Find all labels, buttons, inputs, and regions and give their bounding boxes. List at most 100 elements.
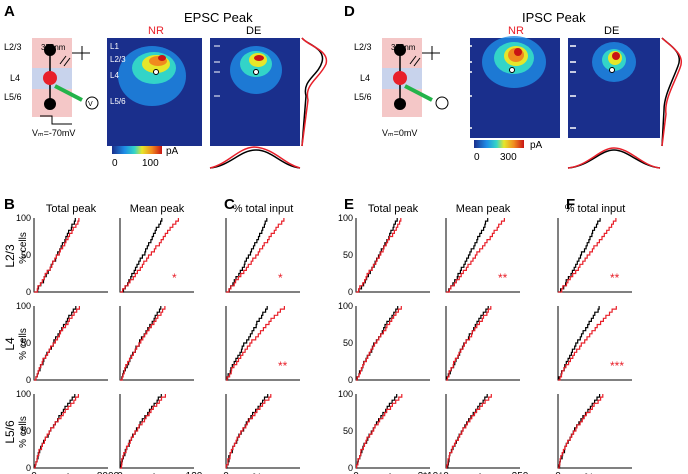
cdf-curve-nr: [34, 306, 80, 381]
row-labels: L2/3 L4 L5/6: [3, 244, 17, 444]
epsc-colorbar: [112, 146, 162, 154]
cdf-header: Mean peak: [456, 203, 511, 215]
cdf-curve-nr: [356, 218, 402, 293]
cdf-curve-de: [356, 394, 398, 469]
x-tick-zero: 0: [117, 471, 123, 474]
significance-stars: **: [278, 359, 288, 373]
schematic-ipsc-vm: Vₘ=0mV: [382, 128, 417, 138]
panel-label-d: D: [344, 3, 355, 20]
y-tick-label: 50: [343, 338, 353, 348]
y-tick-label: 100: [338, 301, 353, 311]
svg-text:V: V: [88, 101, 93, 108]
significance-stars: **: [610, 271, 620, 285]
y-tick-label: 0: [348, 463, 353, 473]
y-tick-label: 0: [26, 463, 31, 473]
x-tick-zero: 0: [31, 471, 37, 474]
cdf-curve-nr: [120, 218, 179, 293]
y-tick-label: 100: [16, 213, 31, 223]
y-axis-labels: % cells % cells % cells: [18, 232, 29, 448]
cdf-curve-nr: [558, 218, 617, 293]
y-label-row1: % cells: [18, 232, 29, 264]
row-label-l56: L5/6: [3, 420, 17, 444]
schematic-ipsc: [382, 38, 449, 117]
ipsc-horizontal-profile: [567, 147, 661, 169]
significance-stars: ***: [610, 359, 624, 373]
schematic-ipsc-layer-23: L2/3: [354, 42, 372, 52]
cdf-curve-de: [446, 394, 488, 469]
x-unit-label: pA: [144, 472, 158, 474]
y-tick-label: 0: [26, 375, 31, 385]
row-label-l23: L2/3: [3, 244, 17, 268]
cdf-curve-nr: [446, 394, 492, 469]
cdf-axes: [119, 306, 194, 381]
cdf-curve-nr: [446, 218, 505, 293]
schematic-epsc-vm: Vₘ=-70mV: [32, 128, 75, 138]
cdf-curve-de: [34, 394, 76, 469]
significance-stars: **: [498, 271, 508, 285]
significance-stars: *: [278, 271, 283, 285]
cdf-curve-de: [558, 218, 601, 293]
epsc-horizontal-profile: [209, 146, 301, 169]
y-tick-label: 50: [21, 338, 31, 348]
y-tick-label: 0: [26, 287, 31, 297]
cdf-curve-nr: [356, 394, 403, 469]
cdf-curve-de: [226, 218, 268, 293]
x-tick-max: 120: [186, 471, 203, 474]
epsc-map-de-label: DE: [246, 25, 261, 37]
cdf-curve-nr: [226, 306, 285, 381]
cdf-curve-nr: [120, 394, 166, 469]
ipsc-colorbar-unit: pA: [530, 140, 543, 151]
x-tick-zero: 0: [443, 471, 449, 474]
x-tick-zero: 0: [555, 471, 561, 474]
cdf-header: % total input: [565, 203, 626, 215]
epsc-map-layer-l23: L2/3: [110, 55, 126, 64]
cdf-axes: [119, 218, 194, 293]
x-unit-label: pA: [58, 472, 72, 474]
schematic-epsc-laser: 355nm: [41, 43, 66, 52]
cdf-curve-nr: [446, 306, 492, 381]
y-tick-label: 100: [16, 389, 31, 399]
cdf-axes: [445, 394, 520, 469]
schematic-epsc-layer-4: L4: [10, 73, 20, 83]
y-tick-label: 50: [343, 250, 353, 260]
x-unit-label: pA: [380, 472, 394, 474]
cdf-header: Total peak: [46, 203, 97, 215]
cdf-curve-de: [446, 218, 489, 293]
panel-label-e: E: [344, 196, 354, 213]
y-tick-label: 50: [343, 426, 353, 436]
cdf-curve-nr: [34, 218, 80, 293]
x-tick-max: 250: [512, 471, 529, 474]
y-tick-label: 50: [21, 250, 31, 260]
cdf-curve-de: [446, 306, 489, 381]
x-tick-max: 8000: [97, 471, 120, 474]
panel-label-a: A: [4, 3, 15, 20]
y-label-row3: % cells: [18, 416, 29, 448]
x-unit-label: %: [252, 472, 262, 474]
cdf-curve-nr: [226, 218, 285, 293]
cdf-curve-de: [120, 394, 162, 469]
y-tick-label: 100: [338, 389, 353, 399]
x-unit-label: pA: [470, 472, 484, 474]
ipsc-map-nr: [466, 36, 560, 138]
ipsc-colorbar: [474, 140, 524, 148]
x-tick-zero: 0: [223, 471, 229, 474]
y-tick-label: 100: [16, 301, 31, 311]
ipsc-title: IPSC Peak: [522, 10, 586, 25]
y-label-row2: % cells: [18, 328, 29, 360]
cdf-curve-de: [558, 394, 601, 469]
cdf-curve-nr: [558, 306, 617, 381]
cdf-header: Mean peak: [130, 203, 185, 215]
epsc-map-nr-layer-labels: L1 L2/3 L4 L5/6: [110, 42, 126, 106]
y-tick-label: 50: [21, 426, 31, 436]
cdf-axes: [225, 306, 300, 381]
x-tick-max: 2*10⁴: [418, 471, 443, 474]
schematic-ipsc-layer-4: L4: [360, 73, 370, 83]
cdf-curve-de: [226, 394, 269, 469]
panel-label-b: B: [4, 196, 15, 213]
cdf-header: Total peak: [368, 203, 419, 215]
y-tick-label: 0: [348, 375, 353, 385]
significance-stars: *: [172, 271, 177, 285]
cdf-curve-de: [34, 218, 76, 293]
ipsc-map-de-label: DE: [604, 25, 619, 37]
